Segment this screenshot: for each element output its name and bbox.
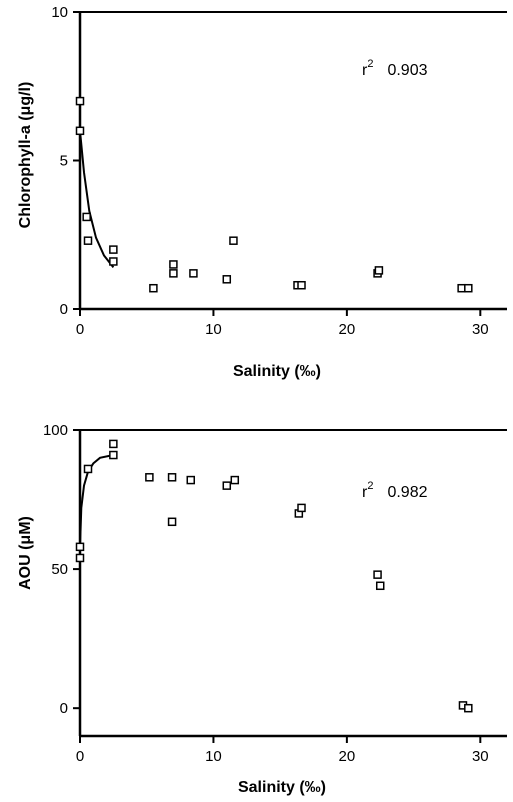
aou-data-point — [373, 570, 382, 579]
aou-data-point — [75, 542, 85, 552]
chlorophyll-data-point — [169, 269, 178, 278]
aou-data-point — [145, 473, 154, 482]
chlorophyll-data-point — [222, 275, 232, 284]
chlorophyll-x-tick-label: 20 — [339, 321, 356, 338]
chlorophyll-y-tick-label: 5 — [60, 153, 68, 170]
chlorophyll-y-axis-label: Chlorophyll-a (μg/l) — [17, 82, 34, 229]
chlorophyll-data-point — [464, 283, 473, 293]
aou-data-point — [464, 703, 473, 713]
chlorophyll-data-point — [109, 257, 118, 266]
aou-y-tick-label: 100 — [43, 422, 68, 439]
aou-y-tick-label: 50 — [51, 561, 68, 578]
aou-chart: 0 10 20 30 0 50 100 Salinity (‰) AOU (μM) r2 0.… — [17, 422, 507, 796]
chlorophyll-x-tick-label: 0 — [76, 321, 84, 338]
chlorophyll-data-point — [83, 236, 93, 245]
aou-x-tick-label: 10 — [205, 748, 222, 765]
aou-data-point — [109, 439, 118, 449]
aou-plot-frame — [78, 429, 507, 738]
aou-data-point — [83, 464, 93, 474]
aou-x-tick-label: 20 — [339, 748, 356, 765]
chlorophyll-data-point — [109, 245, 118, 254]
aou-y-tick-label: 0 — [60, 700, 68, 717]
chlorophyll-x-tick-label: 30 — [472, 321, 489, 338]
aou-data-point — [109, 450, 118, 460]
aou-data-point — [167, 473, 177, 482]
chlorophyll-chart: 0 10 20 30 0 5 10 Salinity (‰) Chlorophyll-a (… — [17, 4, 507, 380]
aou-y-axis-label: AOU (μM) — [17, 516, 34, 590]
chlorophyll-data-point — [75, 126, 85, 136]
aou-data-point — [222, 481, 232, 490]
aou-x-axis-label: Salinity (‰) — [238, 779, 326, 796]
chlorophyll-fit-line — [79, 130, 115, 269]
chlorophyll-data-point — [374, 266, 384, 275]
aou-data-point — [375, 581, 385, 591]
chlorophyll-x-axis-label: Salinity (‰) — [233, 363, 321, 380]
chlorophyll-data-point — [169, 260, 178, 269]
chlorophyll-axis-ticks: 0 10 20 30 0 5 10 — [51, 4, 488, 338]
chlorophyll-y-tick-label: 0 — [60, 301, 68, 318]
aou-x-tick-label: 30 — [472, 748, 489, 765]
aou-x-tick-label: 0 — [76, 748, 84, 765]
chlorophyll-data-point — [75, 96, 85, 106]
aou-axis-ticks: 0 10 20 30 0 50 100 — [43, 422, 489, 765]
aou-data-point — [167, 517, 177, 527]
aou-r-squared: r2 0.982 — [362, 480, 428, 501]
aou-data-point — [230, 475, 240, 485]
chlorophyll-plot-frame — [78, 11, 507, 311]
chlorophyll-data-point — [297, 280, 306, 290]
aou-data-point — [75, 553, 85, 563]
aou-data-point — [297, 503, 306, 513]
chlorophyll-data-point — [149, 283, 158, 293]
chlorophyll-data-point — [229, 236, 238, 245]
chlorophyll-data-point — [189, 269, 198, 278]
aou-data-points — [75, 439, 473, 713]
chlorophyll-data-points — [75, 96, 473, 293]
chlorophyll-fit-curve — [79, 130, 115, 269]
aou-data-point — [186, 475, 196, 485]
chlorophyll-x-tick-label: 10 — [205, 321, 222, 338]
chlorophyll-y-tick-label: 10 — [51, 4, 68, 21]
chlorophyll-r-squared: r2 0.903 — [362, 58, 428, 79]
chlorophyll-data-point — [82, 212, 91, 222]
